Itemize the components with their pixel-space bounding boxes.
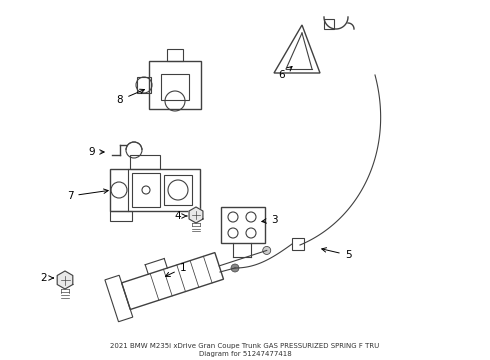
Bar <box>167 49 183 61</box>
Text: 8: 8 <box>117 89 145 105</box>
Bar <box>324 19 334 29</box>
Text: 9: 9 <box>89 147 104 157</box>
Text: 4: 4 <box>175 211 187 221</box>
Polygon shape <box>189 207 203 223</box>
Bar <box>130 155 160 169</box>
Bar <box>110 211 132 221</box>
Bar <box>292 238 304 250</box>
Polygon shape <box>57 271 73 289</box>
Circle shape <box>231 264 239 272</box>
Circle shape <box>263 247 271 255</box>
Text: 2021 BMW M235i xDrive Gran Coupe Trunk GAS PRESSURIZED SPRING F TRU: 2021 BMW M235i xDrive Gran Coupe Trunk G… <box>110 343 380 349</box>
Bar <box>221 207 265 243</box>
Text: 3: 3 <box>262 215 277 225</box>
Text: 7: 7 <box>67 189 108 201</box>
Bar <box>149 61 201 109</box>
Text: 1: 1 <box>166 263 186 276</box>
Bar <box>137 77 151 93</box>
Text: Diagram for 51247477418: Diagram for 51247477418 <box>198 351 292 357</box>
Text: 2: 2 <box>41 273 53 283</box>
Bar <box>132 173 160 207</box>
Bar <box>161 74 189 100</box>
Bar <box>164 175 192 205</box>
Text: 5: 5 <box>322 248 351 260</box>
Text: 6: 6 <box>279 67 292 80</box>
Bar <box>110 169 200 211</box>
